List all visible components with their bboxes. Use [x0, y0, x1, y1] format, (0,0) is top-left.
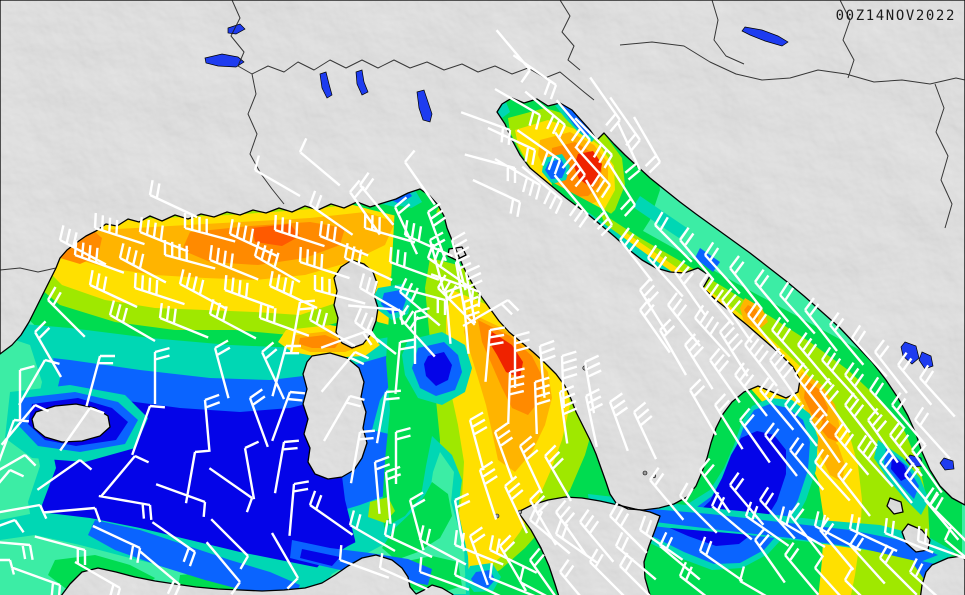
- lake-ohrid: [918, 351, 934, 370]
- lake-balkan: [939, 457, 955, 471]
- lake-garda: [416, 89, 433, 123]
- wind-barbs-layer: [0, 29, 965, 595]
- border-line: [839, 0, 855, 79]
- border-line: [711, 0, 745, 65]
- lake-neuchatel: [227, 23, 246, 35]
- border-line: [619, 41, 965, 85]
- lake-scutari: [900, 341, 920, 365]
- wave-core-deep-orange: [252, 224, 300, 246]
- border-line: [934, 83, 953, 229]
- lake-maggiore: [319, 71, 333, 99]
- borders-group: [0, 0, 965, 273]
- wave-spot-amber-otranto: [815, 430, 845, 482]
- wave-core-orange-main: [182, 222, 345, 265]
- island-aeolian: [642, 470, 648, 476]
- wave-spot-blue-strait: [471, 570, 495, 588]
- border-line: [559, 0, 581, 71]
- wave-band-darkblue-tunisia-coast: [300, 549, 340, 566]
- timestamp-label: 00Z14NOV2022: [836, 8, 956, 24]
- calm-eye-darkblue-tyrrhenian: [424, 352, 452, 386]
- border-line: [0, 267, 57, 273]
- wave-core-red-north-adriatic: [574, 151, 602, 186]
- coastal-band-blue-sicily-north: [632, 508, 938, 562]
- lake-geneva: [204, 53, 245, 68]
- border-line: [251, 59, 595, 101]
- lake-balaton: [741, 26, 789, 47]
- lake-como: [355, 69, 369, 96]
- lakes-group: [204, 23, 955, 471]
- island-sardinia: [303, 353, 367, 479]
